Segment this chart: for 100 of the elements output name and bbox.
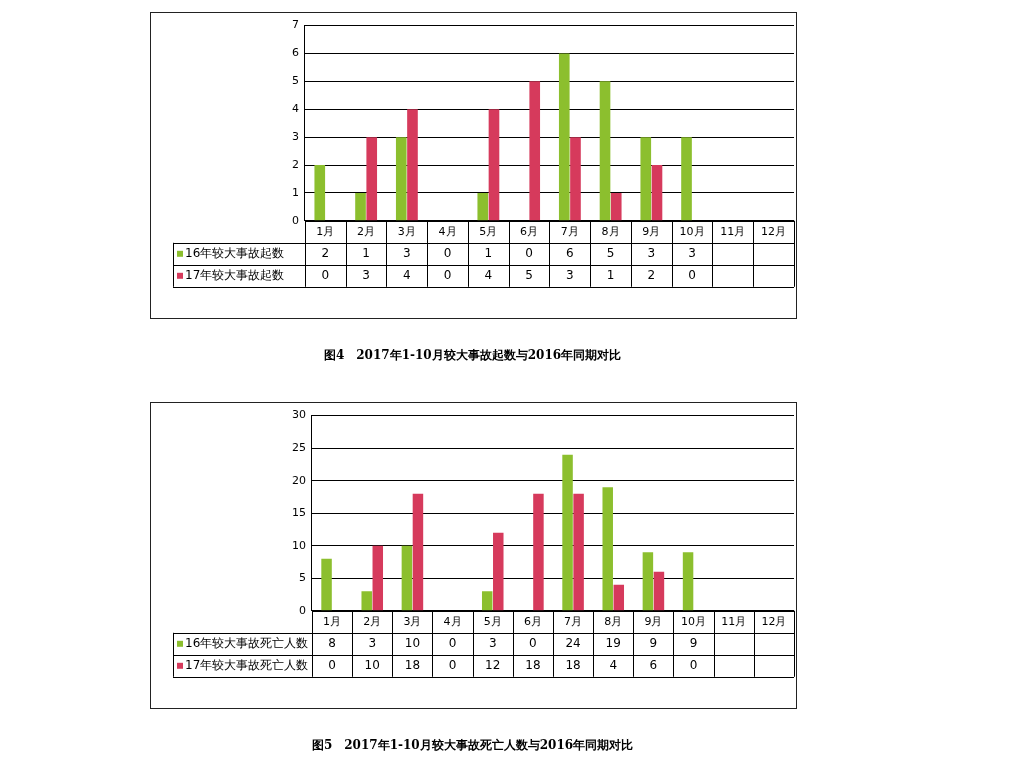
bar (602, 487, 613, 611)
data-label: 0 (328, 657, 336, 672)
data-label: 0 (443, 267, 452, 282)
data-label: 0 (448, 635, 457, 650)
data-label: 0 (529, 635, 537, 650)
x-tick-label: 5月 (483, 615, 502, 629)
bar (361, 591, 372, 611)
bar (477, 192, 489, 221)
data-label: 5 (525, 267, 533, 282)
data-label: 0 (321, 267, 330, 282)
bar (558, 53, 570, 221)
data-label: 3 (362, 267, 370, 282)
x-tick-label: 4月 (443, 615, 462, 629)
bar (642, 552, 654, 611)
y-tick-label: 0 (299, 603, 306, 617)
bar (640, 137, 652, 221)
x-tick-label: 11月 (720, 225, 746, 239)
bar (653, 571, 665, 611)
x-tick-label: 9月 (644, 615, 663, 629)
y-tick-label: 2 (292, 157, 299, 171)
bar (355, 192, 366, 221)
bar (321, 558, 332, 611)
data-label: 4 (403, 267, 411, 282)
data-label: 3 (688, 245, 696, 260)
bar (562, 454, 573, 611)
bar (366, 137, 378, 221)
legend-label: 17年较大事故起数 (185, 267, 285, 282)
x-tick-label: 11月 (721, 615, 747, 629)
bar (651, 165, 663, 221)
data-label: 0 (443, 245, 452, 260)
x-tick-label: 10月 (681, 615, 707, 629)
x-tick-label: 6月 (520, 225, 539, 239)
y-tick-label: 30 (292, 408, 306, 422)
data-label: 2 (647, 267, 656, 282)
data-label: 12 (485, 657, 501, 672)
bar (570, 137, 581, 221)
data-label: 10 (364, 657, 380, 672)
data-label: 18 (565, 657, 581, 672)
x-tick-label: 5月 (479, 225, 498, 239)
y-tick-label: 7 (292, 18, 299, 32)
y-tick-label: 4 (292, 102, 299, 116)
data-label: 3 (403, 245, 411, 260)
x-tick-label: 2月 (363, 615, 382, 629)
data-label: 0 (689, 657, 698, 672)
bar (529, 81, 541, 221)
legend-label: 16年较大事故死亡人数 (185, 635, 309, 650)
text: 图4 2017年1-10月较大事故起数与2016年同期对比 (322, 347, 623, 364)
bar (401, 545, 413, 611)
y-tick-label: 20 (292, 473, 306, 487)
data-label: 8 (328, 635, 336, 650)
bar (610, 192, 622, 221)
y-tick-label: 3 (292, 130, 299, 143)
bar (314, 165, 326, 221)
x-tick-label: 1月 (316, 225, 335, 239)
x-tick-label: 7月 (560, 225, 579, 239)
data-label: 18 (525, 657, 541, 672)
data-label: 4 (484, 267, 493, 282)
x-tick-label: 9月 (642, 225, 661, 239)
bar (493, 532, 504, 611)
y-tick-label: 5 (299, 571, 306, 585)
data-label: 6 (649, 657, 658, 672)
data-label: 0 (448, 657, 457, 672)
x-tick-label: 7月 (564, 615, 583, 629)
data-label: 24 (565, 635, 581, 650)
bar (395, 137, 407, 221)
bar (682, 552, 694, 611)
data-label: 6 (566, 245, 574, 260)
y-tick-label: 25 (292, 440, 306, 454)
bar (412, 493, 424, 611)
bar (488, 109, 500, 221)
x-tick-label: 10月 (679, 225, 705, 239)
y-tick-label: 10 (292, 538, 306, 552)
data-label: 9 (689, 635, 698, 650)
data-label: 3 (368, 635, 377, 650)
bar (533, 493, 544, 611)
bar (407, 109, 418, 221)
bar (372, 545, 384, 611)
x-tick-label: 12月 (761, 615, 787, 629)
x-tick-label: 3月 (403, 615, 422, 629)
data-label: 1 (606, 267, 615, 282)
data-label: 19 (605, 635, 621, 650)
x-tick-label: 1月 (323, 615, 342, 629)
x-tick-label: 6月 (523, 615, 542, 629)
text: 图5 2017年1-10月较大事故死亡人数与2016年同期对比 (310, 737, 635, 754)
bar (613, 584, 625, 611)
y-tick-label: 0 (292, 213, 299, 227)
data-label: 9 (649, 635, 658, 650)
bar (681, 137, 692, 221)
legend-label: 16年较大事故起数 (185, 245, 285, 260)
data-label: 18 (404, 657, 421, 672)
y-tick-label: 6 (292, 46, 299, 60)
data-label: 1 (484, 245, 493, 260)
y-tick-label: 1 (292, 185, 299, 199)
data-label: 5 (606, 245, 615, 260)
x-tick-label: 3月 (397, 225, 416, 239)
y-tick-label: 15 (292, 506, 306, 520)
data-label: 0 (525, 245, 533, 260)
bar (481, 591, 493, 611)
data-label: 3 (566, 267, 574, 282)
data-label: 4 (609, 657, 618, 672)
